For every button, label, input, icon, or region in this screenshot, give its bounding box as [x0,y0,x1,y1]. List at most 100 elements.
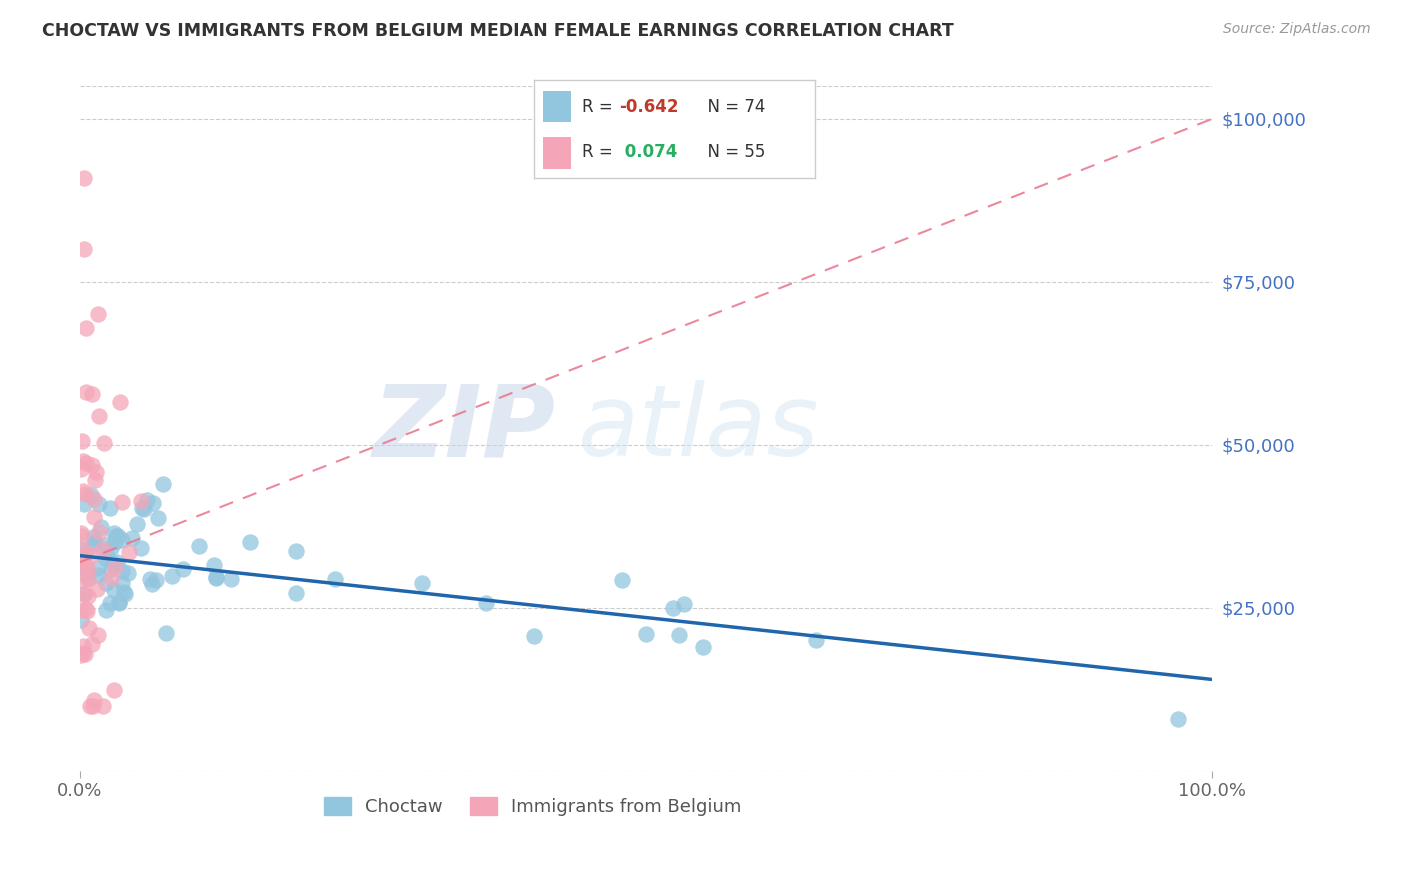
Point [100,562,122,576]
Point [70,462,93,476]
Text: N = 55: N = 55 [697,143,766,161]
Point [91,698,114,713]
Point [139,572,162,586]
Point [86,582,108,597]
Point [72,574,94,588]
Point [70,603,93,617]
Point [610,574,633,588]
Point [72,646,94,660]
Point [73,486,96,500]
Point [77,563,100,577]
Point [90,520,112,534]
Point [152,476,174,491]
Text: CHOCTAW VS IMMIGRANTS FROM BELGIUM MEDIAN FEMALE EARNINGS CORRELATION CHART: CHOCTAW VS IMMIGRANTS FROM BELGIUM MEDIA… [42,22,953,40]
Point [94,603,117,617]
Point [284,544,307,558]
Point [82,458,104,473]
Point [668,628,690,642]
Point [87,497,110,511]
Point [82,387,104,401]
Point [523,629,546,643]
Point [672,597,695,611]
Point [204,570,226,584]
Point [662,600,685,615]
Point [221,572,243,586]
Point [70,526,93,541]
Point [89,409,111,423]
Point [108,596,131,610]
Point [75,385,97,400]
Point [79,621,101,635]
Point [155,626,177,640]
Point [70,648,93,663]
Point [83,509,105,524]
Point [121,531,143,545]
Point [76,572,98,586]
Point [105,555,128,569]
Point [634,627,657,641]
Point [129,541,152,556]
Point [75,320,97,334]
Point [136,493,159,508]
Point [70,613,93,627]
Point [94,575,117,590]
Point [117,566,139,581]
Point [72,483,94,498]
Point [73,587,96,601]
Point [84,473,107,487]
Point [70,529,93,543]
Point [77,571,100,585]
Point [104,560,127,574]
Point [83,692,105,706]
Point [141,577,163,591]
Point [101,556,124,570]
Point [172,562,194,576]
Point [205,571,228,585]
Point [86,561,108,575]
Legend: Choctaw, Immigrants from Belgium: Choctaw, Immigrants from Belgium [316,789,749,823]
Point [73,647,96,661]
Point [73,242,96,256]
Point [104,528,127,542]
Point [148,510,170,524]
Point [239,535,262,549]
Point [160,569,183,583]
Point [80,488,103,502]
Point [111,564,134,578]
Text: R =: R = [582,143,619,161]
Point [114,587,136,601]
Point [411,575,433,590]
Text: -0.642: -0.642 [619,98,678,116]
Text: 0.074: 0.074 [619,143,678,161]
Point [118,544,141,558]
Point [93,436,115,450]
Point [98,500,121,515]
Point [111,495,134,509]
Point [73,548,96,562]
Point [84,466,107,480]
Point [96,552,118,566]
Point [87,307,110,321]
Point [1167,712,1189,726]
Point [73,498,96,512]
Point [70,556,93,570]
Point [72,639,94,653]
Point [79,698,101,713]
Point [134,502,156,516]
Point [96,548,118,562]
Point [82,637,104,651]
Point [804,633,827,648]
Point [125,516,148,531]
Point [475,596,498,610]
Point [202,558,225,572]
Point [72,454,94,468]
Point [82,698,104,713]
Text: Source: ZipAtlas.com: Source: ZipAtlas.com [1223,22,1371,37]
Point [131,500,153,515]
Point [93,538,115,552]
Bar [543,137,571,169]
Point [75,601,97,615]
Point [82,538,104,552]
Point [87,567,110,582]
Point [145,574,167,588]
